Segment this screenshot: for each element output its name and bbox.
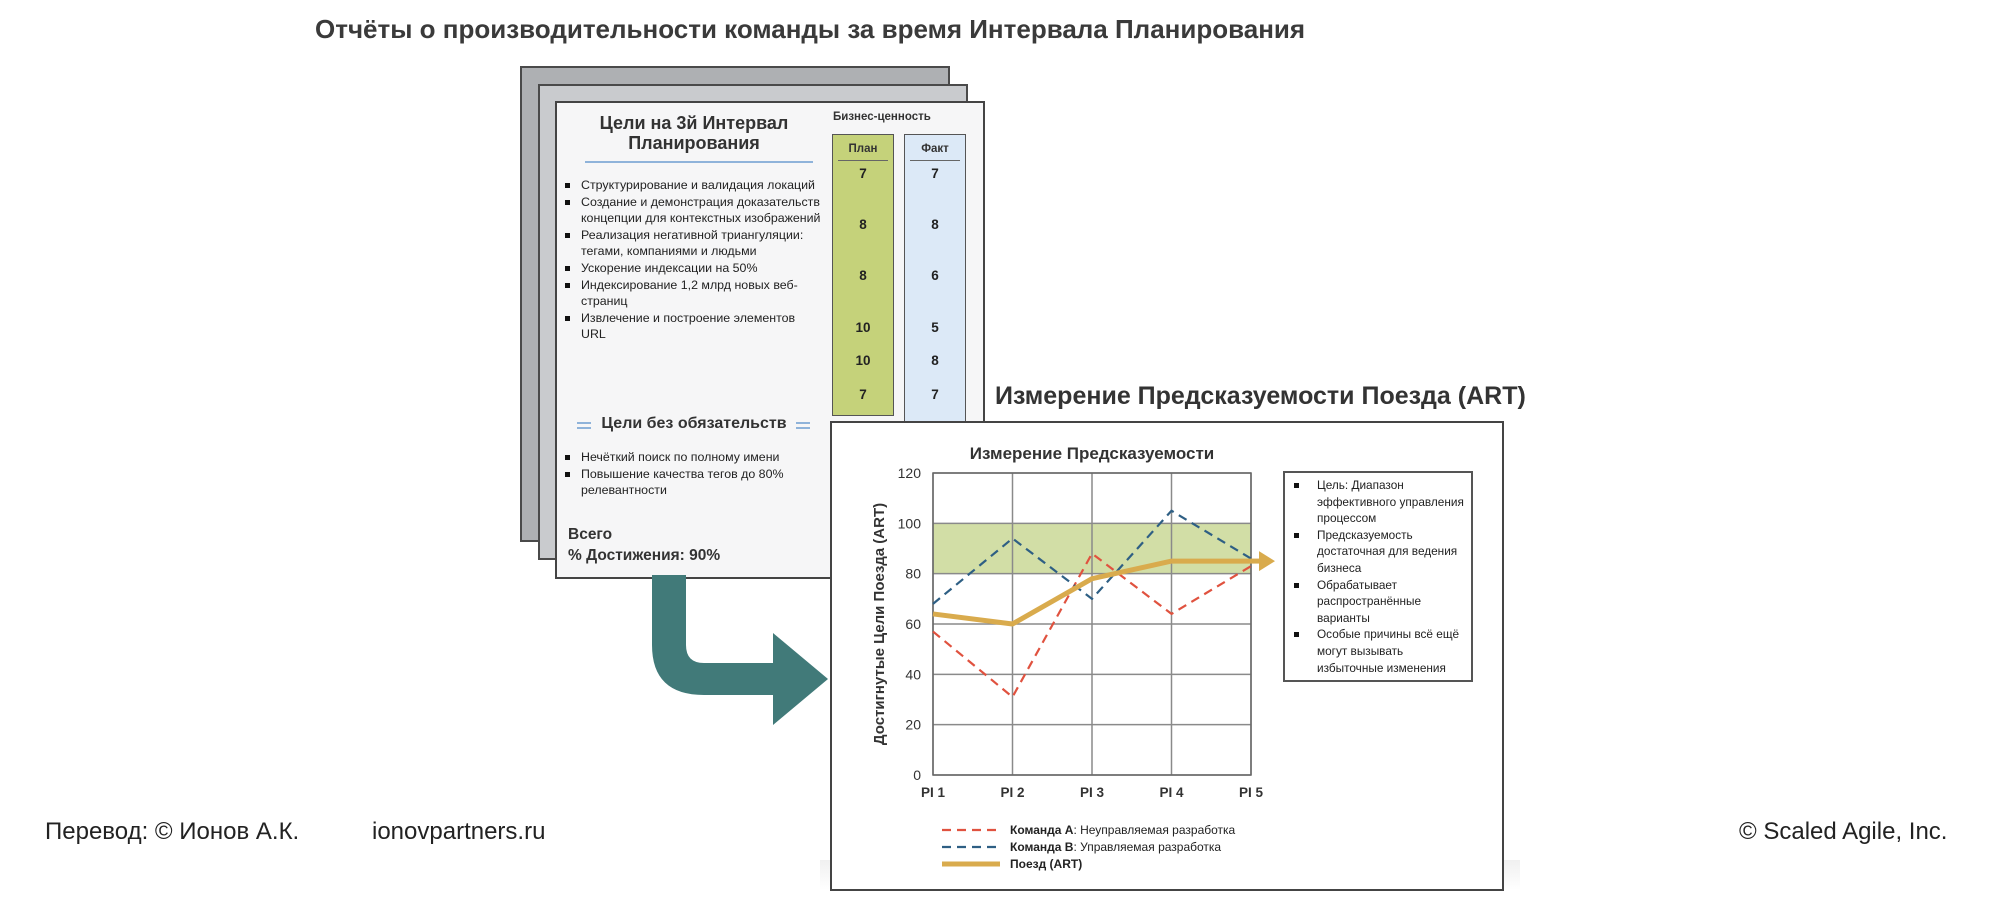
y-tick-label: 0 <box>913 767 921 783</box>
plan-header-divider <box>838 160 888 161</box>
plan-value: 8 <box>859 217 867 232</box>
goal-item: Ускорение индексации на 50% <box>557 260 822 277</box>
fact-header-divider <box>910 160 960 161</box>
uncommitted-goal-item: Нечёткий поиск по полному имени <box>557 449 822 466</box>
y-axis-label: Достигнутые Цели Поезда (ART) <box>871 503 888 745</box>
fact-label: Факт <box>921 143 949 155</box>
fact-value: 6 <box>931 268 939 283</box>
plan-value: 10 <box>855 320 871 335</box>
total-block: Всего % Достижения: 90% <box>568 524 720 566</box>
goals-divider <box>585 161 813 163</box>
y-tick-label: 20 <box>905 717 921 733</box>
goal-item: Структурирование и валидация локаций <box>557 177 822 194</box>
uncommitted-goal-item: Повышение качества тегов до 80% релевант… <box>557 466 822 499</box>
y-tick-label: 40 <box>905 666 921 682</box>
x-tick-label: PI 1 <box>921 785 946 800</box>
translation-credit: Перевод: © Ионов А.К. <box>45 818 300 845</box>
fact-value: 8 <box>931 353 939 368</box>
plan-value: 7 <box>859 166 867 181</box>
fact-value: 7 <box>931 387 939 402</box>
legend-entry: Поезд (ART) <box>1010 857 1082 871</box>
plot-frame <box>932 472 1252 776</box>
info-item: Особые причины всё ещё могут вызывать из… <box>1285 626 1471 676</box>
flow-arrow-icon <box>652 575 828 725</box>
plan-label: План <box>848 143 878 155</box>
art-arrow-icon <box>1259 551 1275 572</box>
page-title: Отчёты о производительности команды за в… <box>315 14 1306 44</box>
info-box: Цель: Диапазон эффективного управления п… <box>1283 471 1473 682</box>
x-tick-label: PI 4 <box>1159 785 1184 800</box>
uncommitted-left-mark <box>577 422 591 424</box>
site-link[interactable]: ionovpartners.ru <box>372 818 546 845</box>
goal-item: Извлечение и построение элементов URL <box>557 310 822 343</box>
y-tick-label: 100 <box>898 515 922 531</box>
x-tick-label: PI 2 <box>1000 785 1024 800</box>
info-item: Обрабатывает распространённые варианты <box>1285 577 1471 627</box>
achievement-label: % Достижения: 90% <box>568 547 721 564</box>
goals-list: Структурирование и валидация локаций Созд… <box>557 177 822 343</box>
chart-title: Измерение Предсказуемости <box>970 444 1215 463</box>
fact-column: Факт 7 8 6 5 8 7 <box>904 134 966 435</box>
plan-value: 8 <box>859 268 867 283</box>
fact-value: 8 <box>931 217 939 232</box>
x-tick-label: PI 5 <box>1239 785 1264 800</box>
goal-item: Создание и демонстрация доказательств ко… <box>557 194 822 227</box>
plan-value: 10 <box>855 353 871 368</box>
info-item: Предсказуемость достаточная для ведения … <box>1285 527 1471 577</box>
legend-entry: Команда А: Неуправляемая разработка <box>1010 823 1236 837</box>
uncommitted-list: Нечёткий поиск по полному имени Повышение… <box>557 449 822 499</box>
predictability-chart: Измерение Предсказуемости 0 20 40 60 80 100 120… <box>871 444 1275 871</box>
fact-value: 7 <box>931 166 939 181</box>
legend-entry: Команда B: Управляемая разработка <box>1010 840 1221 854</box>
uncommitted-title: Цели без обязательств <box>601 415 787 432</box>
plan-value: 7 <box>859 387 867 402</box>
chart-card: Измерение Предсказуемости 0 20 40 60 80 100 120… <box>830 421 1504 891</box>
plan-column: План 7 8 8 10 10 7 <box>832 134 894 416</box>
info-list: Цель: Диапазон эффективного управления п… <box>1285 473 1471 676</box>
copyright: © Scaled Agile, Inc. <box>1739 818 1948 845</box>
uncommitted-right-mark <box>796 422 810 424</box>
report-card: Цели на 3й Интервал Планирования Структу… <box>555 101 985 579</box>
business-value-label: Бизнес-ценность <box>833 111 931 123</box>
predictability-title: Измерение Предсказуемости Поезда (ART) <box>995 382 1526 410</box>
series-line-0 <box>932 552 1252 699</box>
x-tick-label: PI 3 <box>1080 785 1105 800</box>
info-item: Цель: Диапазон эффективного управления п… <box>1285 477 1471 527</box>
fact-value: 5 <box>931 320 939 335</box>
y-tick-label: 60 <box>905 616 921 632</box>
goal-item: Реализация негативной триангуляции: тега… <box>557 227 822 260</box>
y-tick-label: 80 <box>905 566 921 582</box>
total-label: Всего <box>568 526 613 543</box>
y-tick-label: 120 <box>898 465 922 481</box>
goals-title: Цели на 3й Интервал Планирования <box>599 113 789 153</box>
goal-item: Индексирование 1,2 млрд новых веб-страни… <box>557 277 822 310</box>
